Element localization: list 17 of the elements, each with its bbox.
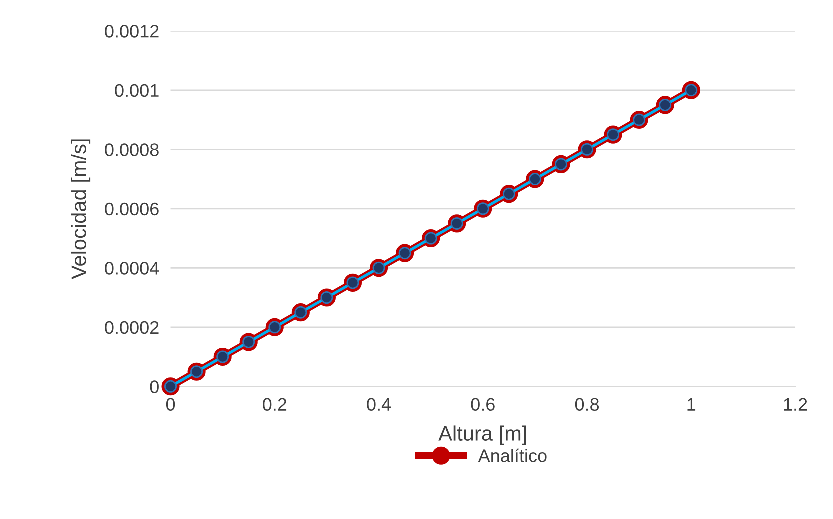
y-tick-label: 0 — [150, 380, 159, 394]
y-tick-label: 0.0004 — [105, 262, 160, 275]
x-axis-title: Altura [m] — [438, 426, 526, 446]
y-tick-label: 0.0006 — [105, 202, 159, 216]
x-tick-label: 1 — [688, 398, 696, 411]
x-tick-label: 0.2 — [263, 398, 287, 412]
legend-label: Analítico — [478, 448, 547, 462]
y-tick-label: 0.001 — [115, 84, 159, 98]
y-tick-label: 0.0008 — [105, 144, 159, 156]
x-tick-label: 0.6 — [471, 398, 495, 412]
y-axis-title: Velocidad [m/s] — [71, 140, 91, 280]
x-tick-label: 0.4 — [367, 398, 392, 412]
y-tick-label: 0.0002 — [105, 321, 159, 334]
y-tick-label: 0.0012 — [105, 25, 159, 38]
x-tick-label: 0.8 — [575, 398, 600, 412]
x-tick-label: 1.2 — [784, 398, 808, 411]
x-tick-label: 0 — [166, 398, 176, 412]
